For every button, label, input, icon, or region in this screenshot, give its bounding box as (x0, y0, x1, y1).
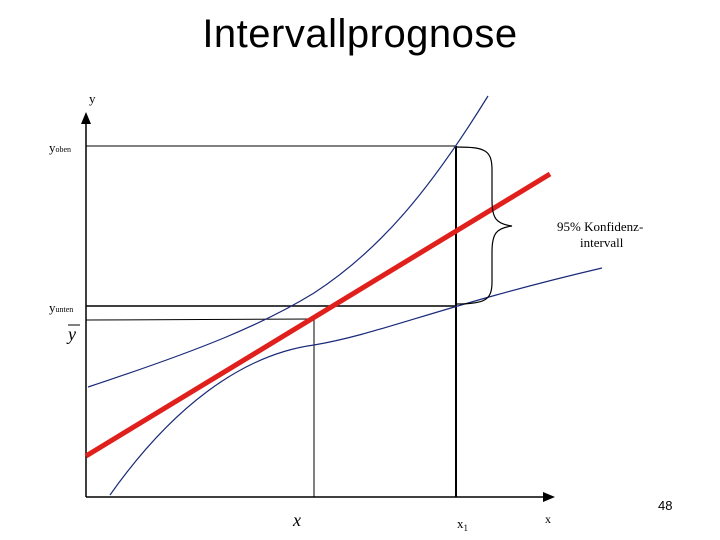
axes (81, 112, 555, 502)
upper-confidence-band (87, 95, 489, 388)
x-axis-label: x (545, 512, 551, 526)
page-number: 48 (658, 498, 673, 513)
y-mean-guide (85, 318, 315, 321)
regression-line (84, 171, 552, 459)
annotation-line1: 95% Konfidenz- (557, 219, 643, 234)
y-axis-arrow (81, 112, 91, 124)
y-upper-label: yoben (49, 140, 71, 155)
y-axis-label: y (89, 91, 96, 106)
lower-confidence-band (109, 267, 603, 496)
confidence-interval-brace (455, 146, 513, 305)
guide-lines (85, 145, 457, 497)
slide-title: Intervallprognose (202, 12, 518, 56)
x-mean-label: x (292, 510, 301, 530)
y-lower-label: yunten (49, 300, 73, 315)
confidence-bands (87, 95, 603, 496)
y-mean-label: y (66, 324, 80, 344)
x-axis-arrow (543, 492, 555, 502)
x1-label: x1 (457, 516, 468, 533)
y-mean-text: y (66, 324, 76, 344)
annotation-line2: intervall (580, 235, 624, 250)
